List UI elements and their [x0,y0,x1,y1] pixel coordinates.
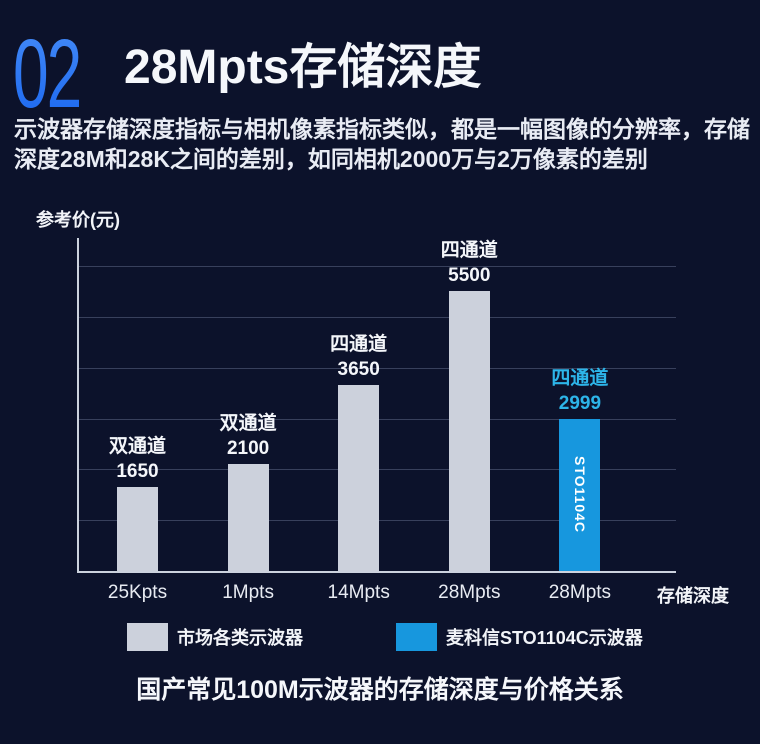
bar-label-1: 双通道 2100 [178,411,318,461]
bar-value-label: 2100 [226,438,270,459]
x-axis-title: 存储深度 [657,586,729,606]
subtitle-line-1: 示波器存储深度指标与相机像素指标类似，都是一幅图像的分辨率，存储 [14,116,750,142]
legend-item-market: 市场各类示波器 [127,623,303,651]
subtitle-line-2: 深度28M和28K之间的差别，如同相机2000万与2万像素的差别 [14,146,648,172]
bar-value-label: 1650 [116,461,159,482]
page-title: 28Mpts存储深度 [124,41,482,94]
bar-inner-label: STO1104C [571,456,588,534]
x-tick-3: 28Mpts [438,582,501,603]
x-tick-2: 14Mpts [327,582,390,603]
legend-swatch-micsig [396,623,437,651]
bar-value-label: 3650 [337,359,380,380]
legend-label-market: 市场各类示波器 [177,628,303,648]
x-tick-4: 28Mpts [548,582,612,603]
bar-label-0: 双通道 1650 [68,434,208,484]
bar-group-label: 四通道 [330,334,388,355]
bar-group-label: 双通道 [219,413,277,434]
gridline-5000 [79,316,676,318]
bar-value-label: 5500 [448,265,491,286]
bar-group-label: 四通道 [551,368,609,389]
legend-label-micsig: 麦科信STO1104C示波器 [446,628,643,648]
bar-1-1mpts [227,464,269,571]
x-tick-0: 25Kpts [107,582,168,603]
subtitle: 示波器存储深度指标与相机像素指标类似，都是一幅图像的分辨率，存储 深度28M和2… [14,114,754,174]
section-number: 02 [13,18,82,128]
bar-label-2: 四通道 3650 [289,332,429,382]
gridline-6000 [79,266,676,267]
bar-group-label: 双通道 [108,436,166,457]
y-axis-title: 参考价(元) [36,210,120,230]
price-bar-chart: 存储深度 双通道 1650 25Kpts 双通道 2100 1Mpts 四通道 3650 14M… [77,238,729,606]
bar-label-4: 四通道 2999 [510,366,650,416]
bar-4-28mpts: STO1104C [559,419,601,571]
bar-value-label: 2999 [558,393,602,414]
bar-label-3: 四通道 5500 [399,238,539,288]
bar-3-28mpts [448,291,490,571]
x-tick-1: 1Mpts [222,582,274,603]
gridline-4000 [79,367,676,369]
bar-0-25kpts [117,487,158,571]
chart-caption: 国产常见100M示波器的存储深度与价格关系 [136,676,624,704]
bar-group-label: 四通道 [440,240,498,261]
legend-swatch-market [127,623,168,651]
bar-2-14mpts [338,385,380,571]
legend-item-micsig: 麦科信STO1104C示波器 [396,623,643,651]
